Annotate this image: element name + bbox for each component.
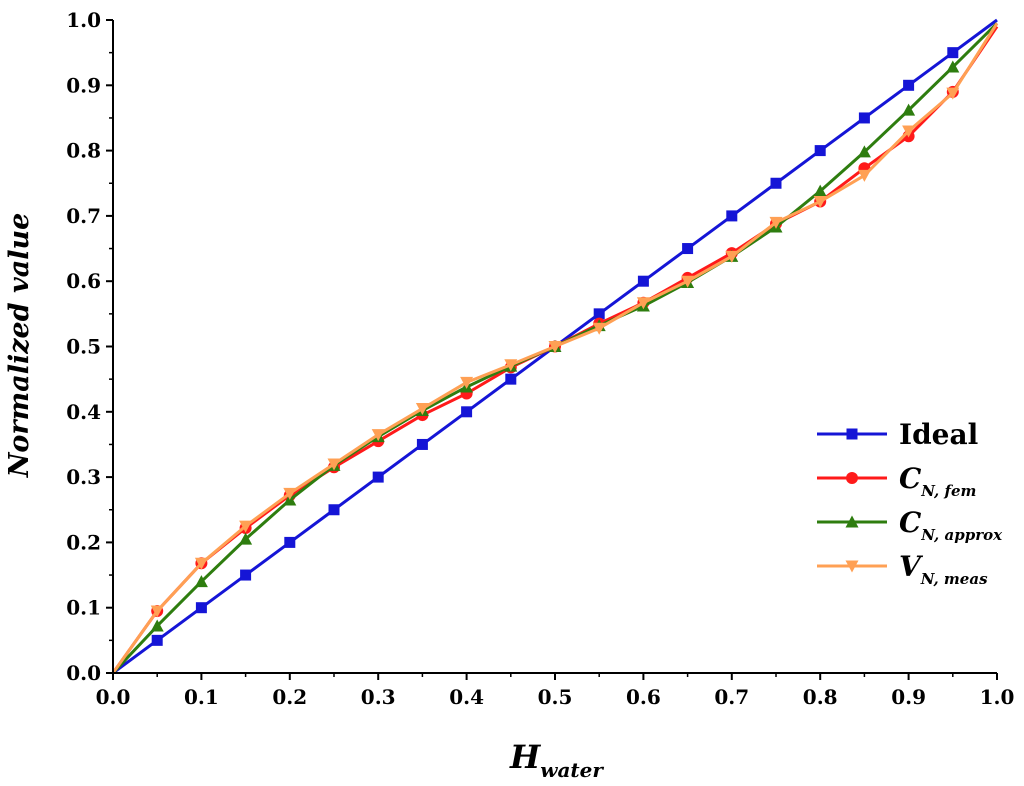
y-tick-label: 0.2 — [66, 530, 101, 554]
data-point-vn-meas — [636, 297, 650, 310]
data-point-vn-meas — [592, 322, 606, 335]
data-point-ideal — [858, 112, 870, 124]
legend-item-vn-meas: VN, meas — [817, 550, 988, 588]
data-point-ideal — [593, 308, 605, 320]
data-point-vn-meas — [769, 216, 783, 229]
tick-labels: 0.0 0.1 0.2 0.3 0.4 0.5 0.6 0.7 0.8 0.9 1.0 0.0 0.1 0… — [66, 8, 1014, 709]
data-point-ideal — [461, 406, 473, 418]
data-point-ideal — [903, 79, 915, 91]
legend-label: CN, approx — [899, 506, 1003, 544]
x-tick-label: 0.9 — [891, 685, 926, 709]
legend-label-main: C — [899, 462, 922, 495]
y-tick-label: 0.5 — [66, 335, 101, 359]
data-point-ideal — [814, 145, 826, 157]
data-point-ideal — [195, 602, 207, 614]
y-tick-label: 0.1 — [66, 596, 101, 620]
data-point-ideal — [682, 243, 694, 255]
data-point-ideal — [947, 47, 959, 59]
y-tick-label: 0.8 — [66, 139, 101, 163]
legend-label-sub: N, approx — [920, 526, 1003, 544]
y-tick-label: 0.3 — [66, 465, 101, 489]
data-point-vn-meas — [327, 458, 341, 471]
data-point-vn-meas — [902, 125, 916, 138]
x-tick-label: 0.6 — [626, 685, 661, 709]
legend-label-main: V — [899, 550, 924, 583]
y-tick-label: 0.0 — [66, 661, 101, 685]
data-point-vn-meas — [548, 341, 562, 353]
x-axis-title-sub: water — [540, 758, 604, 782]
x-axis-title: Hwater — [509, 738, 604, 782]
data-point-vn-meas — [725, 250, 739, 263]
data-point-ideal — [770, 177, 782, 189]
data-point-cn-approx — [194, 575, 208, 588]
data-point-vn-meas — [813, 196, 827, 209]
data-point-ideal — [505, 373, 517, 385]
legend-item-cn-approx: CN, approx — [817, 506, 1003, 544]
y-axis-title: Normalized value — [4, 213, 35, 479]
data-point-vn-meas — [415, 403, 429, 416]
x-tick-label: 0.5 — [538, 685, 573, 709]
data-point-ideal — [637, 275, 649, 287]
data-point-ideal — [372, 471, 384, 483]
data-point-cn-approx — [946, 60, 960, 73]
x-tick-label: 0.4 — [449, 685, 484, 709]
legend-label: VN, meas — [899, 550, 988, 588]
data-point-cn-approx — [902, 103, 916, 116]
legend-label: CN, fem — [899, 462, 976, 500]
data-point-ideal — [726, 210, 738, 222]
legend-marker — [846, 428, 858, 440]
legend-item-ideal: Ideal — [817, 418, 978, 451]
data-point-vn-meas — [239, 520, 253, 533]
x-tick-label: 0.8 — [803, 685, 838, 709]
x-tick-label: 1.0 — [980, 685, 1015, 709]
x-tick-label: 0.3 — [361, 685, 396, 709]
data-point-vn-meas — [946, 87, 960, 100]
x-tick-label: 0.0 — [96, 685, 131, 709]
data-point-ideal — [328, 504, 340, 516]
legend-marker — [845, 560, 859, 573]
data-point-cn-approx — [813, 184, 827, 197]
y-tick-label: 0.9 — [66, 73, 101, 97]
data-point-vn-meas — [283, 487, 297, 500]
data-point-ideal — [284, 536, 296, 548]
axes — [106, 19, 998, 680]
data-point-cn-approx — [239, 532, 253, 545]
data-point-cn-approx — [857, 145, 871, 158]
legend-label-sub: N, meas — [920, 570, 988, 588]
x-tick-label: 0.2 — [272, 685, 307, 709]
legend-label: Ideal — [899, 418, 978, 451]
data-point-vn-meas — [371, 429, 385, 442]
legend-marker — [845, 515, 859, 528]
y-tick-label: 0.4 — [66, 400, 101, 424]
data-point-vn-meas — [504, 359, 518, 372]
y-tick-label: 0.6 — [66, 269, 101, 293]
data-point-vn-meas — [194, 557, 208, 570]
legend-label-main: C — [899, 506, 922, 539]
plot-series-layer — [111, 18, 999, 675]
legend-label-sub: N, fem — [920, 482, 976, 500]
legend-marker — [846, 472, 858, 484]
x-tick-label: 0.1 — [184, 685, 219, 709]
x-tick-label: 0.7 — [714, 685, 749, 709]
data-point-ideal — [240, 569, 252, 581]
data-point-vn-meas — [150, 605, 164, 618]
data-point-vn-meas — [857, 169, 871, 182]
data-point-vn-meas — [681, 275, 695, 288]
legend-item-cn-fem: CN, fem — [817, 462, 976, 500]
data-point-ideal — [416, 438, 428, 450]
legend-label-main: Ideal — [899, 418, 978, 451]
data-point-vn-meas — [460, 376, 474, 389]
y-tick-label: 1.0 — [66, 8, 101, 32]
data-point-cn-approx — [150, 619, 164, 632]
series-vn-meas — [111, 22, 999, 674]
data-point-ideal — [151, 634, 163, 646]
y-tick-label: 0.7 — [66, 204, 101, 228]
x-axis-title-main: H — [509, 738, 542, 776]
